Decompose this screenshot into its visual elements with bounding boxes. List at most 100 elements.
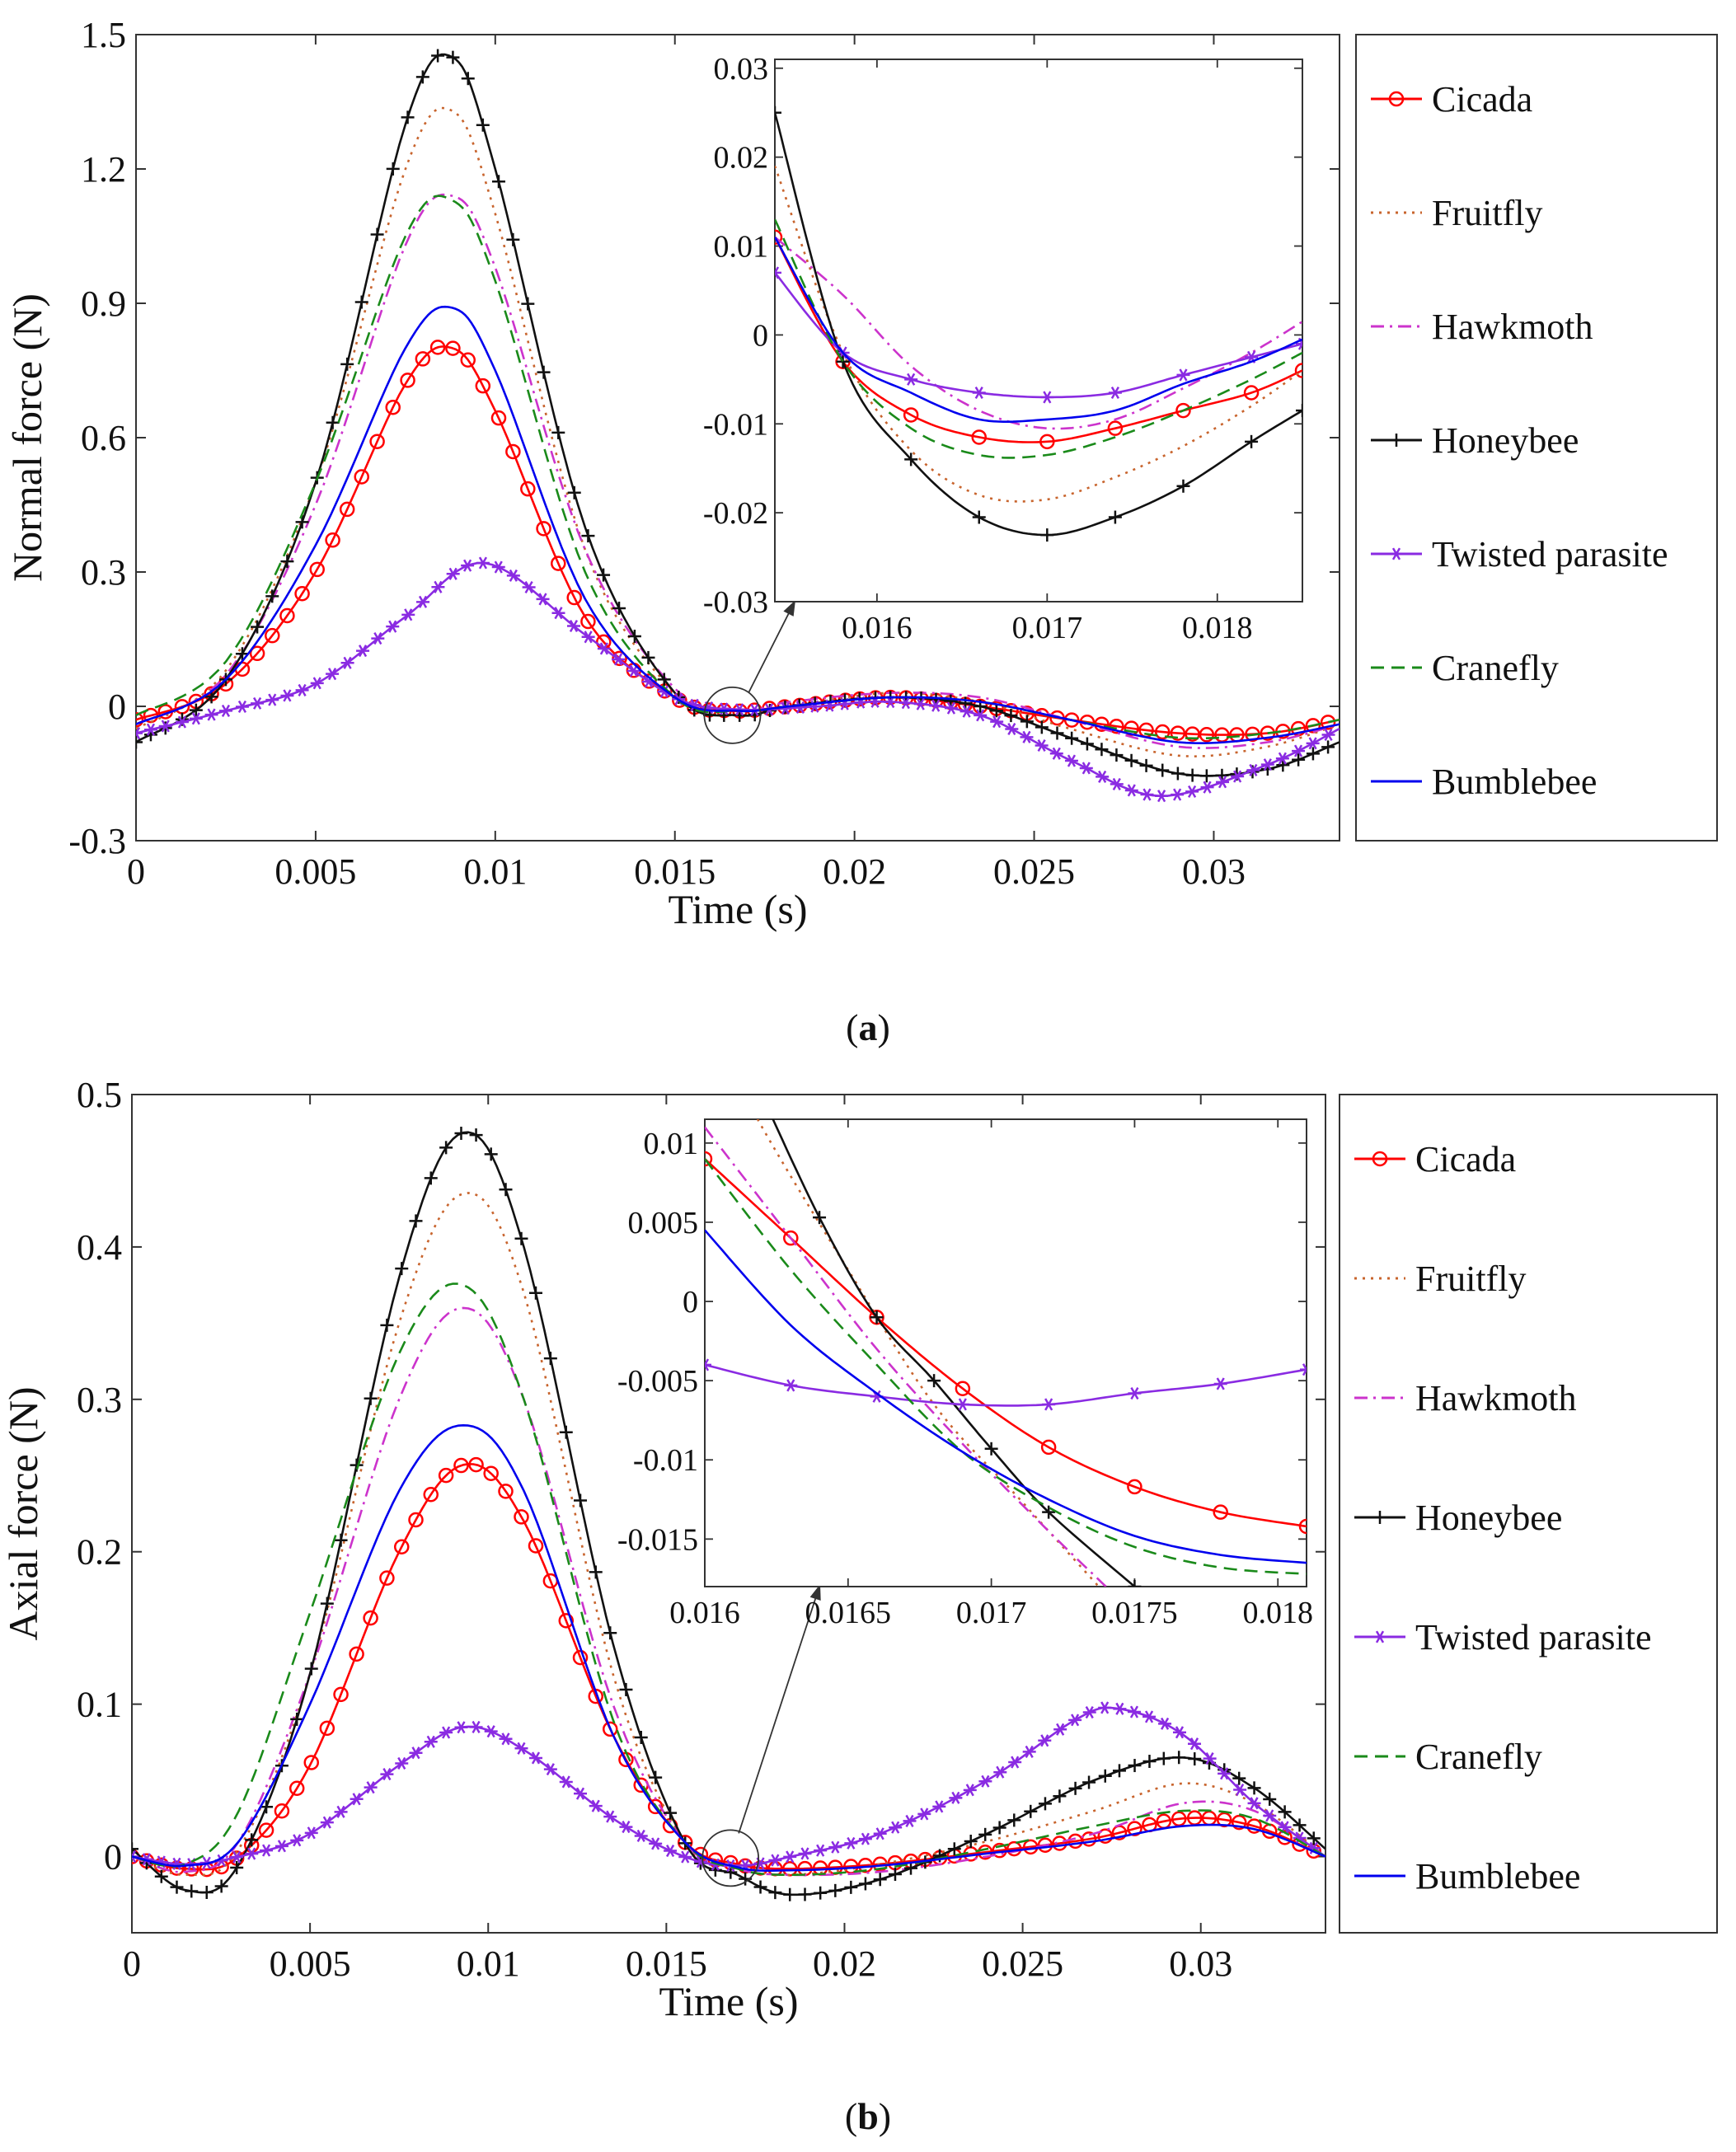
- marker-cicada: [274, 1803, 290, 1819]
- marker-twisted-parasite: [858, 1832, 872, 1845]
- marker-cicada: [279, 607, 295, 624]
- marker-twisted-parasite-ray: [1160, 1717, 1170, 1730]
- marker-honeybee: [1139, 758, 1153, 772]
- marker-honeybee: [657, 673, 671, 687]
- inset-marker-cicada: [1175, 402, 1191, 419]
- inset-y-tick-label: -0.01: [703, 407, 768, 442]
- marker-twisted-parasite: [783, 1850, 797, 1864]
- marker-twisted-parasite: [1172, 1726, 1186, 1739]
- marker-twisted-parasite: [551, 607, 565, 620]
- legend-box: [1339, 1094, 1718, 1934]
- marker-cicada: [460, 352, 476, 368]
- inset-marker-honeybee: [775, 105, 781, 120]
- marker-twisted-parasite-ray: [457, 1721, 466, 1734]
- legend-item-cranefly: Cranefly: [1354, 1737, 1542, 1777]
- legend-box: [1355, 34, 1718, 842]
- inset-marker-honeybee: [1176, 479, 1190, 493]
- marker-twisted-parasite: [476, 556, 490, 570]
- marker-twisted-parasite: [581, 631, 595, 644]
- zoom-circle: [701, 1829, 760, 1887]
- marker-honeybee: [446, 50, 460, 64]
- inset-marker-cicada: [1127, 1479, 1142, 1495]
- zoom-arrow-head: [809, 1584, 821, 1601]
- marker-twisted-parasite: [1233, 1783, 1247, 1797]
- marker-twisted-parasite: [320, 1816, 334, 1829]
- marker-cicada: [319, 1720, 335, 1737]
- marker-twisted-parasite-ray: [1233, 770, 1242, 783]
- marker-twisted-parasite: [793, 701, 807, 714]
- x-tick-label: 0.005: [274, 851, 356, 892]
- marker-cicada: [475, 377, 491, 394]
- marker-honeybee: [1007, 1813, 1021, 1827]
- marker-twisted-parasite-ray: [373, 632, 382, 645]
- marker-twisted-parasite: [1113, 1702, 1127, 1715]
- marker-cicada: [333, 1686, 349, 1703]
- inset-x-tick-label: 0.017: [1012, 611, 1083, 645]
- marker-twisted-parasite-ray: [614, 653, 623, 666]
- y-tick-label: 0.1: [77, 1685, 122, 1725]
- marker-twisted-parasite: [295, 683, 309, 696]
- inset-marker-twisted-parasite-ray: [1043, 391, 1052, 404]
- inset-y-tick-label: -0.005: [617, 1364, 698, 1399]
- marker-honeybee: [1038, 1797, 1052, 1811]
- marker-twisted-parasite-ray: [1025, 1745, 1034, 1758]
- marker-cicada: [400, 373, 415, 388]
- marker-twisted-parasite-ray: [494, 560, 503, 574]
- marker-twisted-parasite: [1020, 730, 1034, 743]
- marker-cicada: [393, 1539, 410, 1554]
- marker-cicada: [264, 627, 280, 644]
- marker-honeybee: [1172, 1751, 1186, 1765]
- marker-honeybee: [1050, 726, 1064, 740]
- marker-honeybee: [439, 1141, 453, 1155]
- marker-twisted-parasite-ray: [322, 1816, 331, 1829]
- y-axis-label: Normal force (N): [4, 293, 50, 582]
- marker-honeybee: [230, 1860, 244, 1874]
- marker-twisted-parasite-ray: [996, 1765, 1005, 1779]
- marker-twisted-parasite: [828, 1840, 842, 1854]
- marker-twisted-parasite: [143, 723, 157, 736]
- marker-twisted-parasite: [1124, 784, 1138, 797]
- marker-cicada: [136, 712, 144, 728]
- marker-twisted-parasite-ray: [298, 683, 307, 696]
- marker-honeybee: [537, 365, 551, 379]
- marker-twisted-parasite-ray: [132, 1854, 137, 1864]
- marker-honeybee: [1185, 768, 1199, 782]
- marker-twisted-parasite-ray: [891, 1821, 900, 1834]
- marker-twisted-parasite-ray: [434, 580, 443, 593]
- marker-cicada: [483, 1465, 499, 1481]
- marker-twisted-parasite: [944, 701, 958, 715]
- marker-twisted-parasite-ray: [136, 731, 141, 740]
- marker-cicada: [1097, 1828, 1114, 1844]
- marker-twisted-parasite-ray: [1249, 763, 1258, 776]
- marker-twisted-parasite-ray: [756, 1857, 765, 1870]
- marker-twisted-parasite-ray: [916, 697, 925, 710]
- marker-cicada: [379, 1570, 395, 1586]
- marker-twisted-parasite: [1110, 777, 1124, 790]
- marker-cicada: [294, 586, 310, 602]
- marker-twisted-parasite-ray: [253, 696, 262, 710]
- marker-twisted-parasite: [431, 580, 445, 593]
- marker-honeybee: [1292, 752, 1306, 767]
- marker-honeybee: [1157, 1751, 1171, 1765]
- inset-marker-twisted-parasite-ray: [775, 270, 780, 279]
- marker-honeybee: [154, 1869, 168, 1883]
- inset-x-tick-label: 0.016: [842, 611, 913, 645]
- marker-honeybee: [461, 72, 475, 86]
- legend-item-cranefly: Cranefly: [1371, 648, 1559, 688]
- legend-label-honeybee: Honeybee: [1432, 420, 1579, 461]
- y-tick-label: 0: [104, 1837, 122, 1878]
- inset-marker-twisted-parasite-ray: [1130, 1386, 1139, 1400]
- marker-twisted-parasite: [603, 1810, 617, 1823]
- zoom-arrow: [748, 599, 796, 693]
- marker-cicada: [1154, 724, 1171, 740]
- inset-line-cranefly: [705, 1158, 1307, 1575]
- marker-twisted-parasite: [499, 1732, 513, 1746]
- marker-twisted-parasite: [218, 704, 232, 717]
- marker-honeybee: [814, 1886, 828, 1900]
- legend-marker-honeybee: [1373, 1511, 1386, 1524]
- marker-honeybee: [873, 1873, 887, 1887]
- x-tick-label: 0.015: [626, 1943, 707, 1984]
- inset-marker-twisted-parasite-ray: [705, 1358, 710, 1367]
- marker-twisted-parasite-ray: [569, 619, 579, 633]
- marker-cicada: [1052, 1836, 1067, 1851]
